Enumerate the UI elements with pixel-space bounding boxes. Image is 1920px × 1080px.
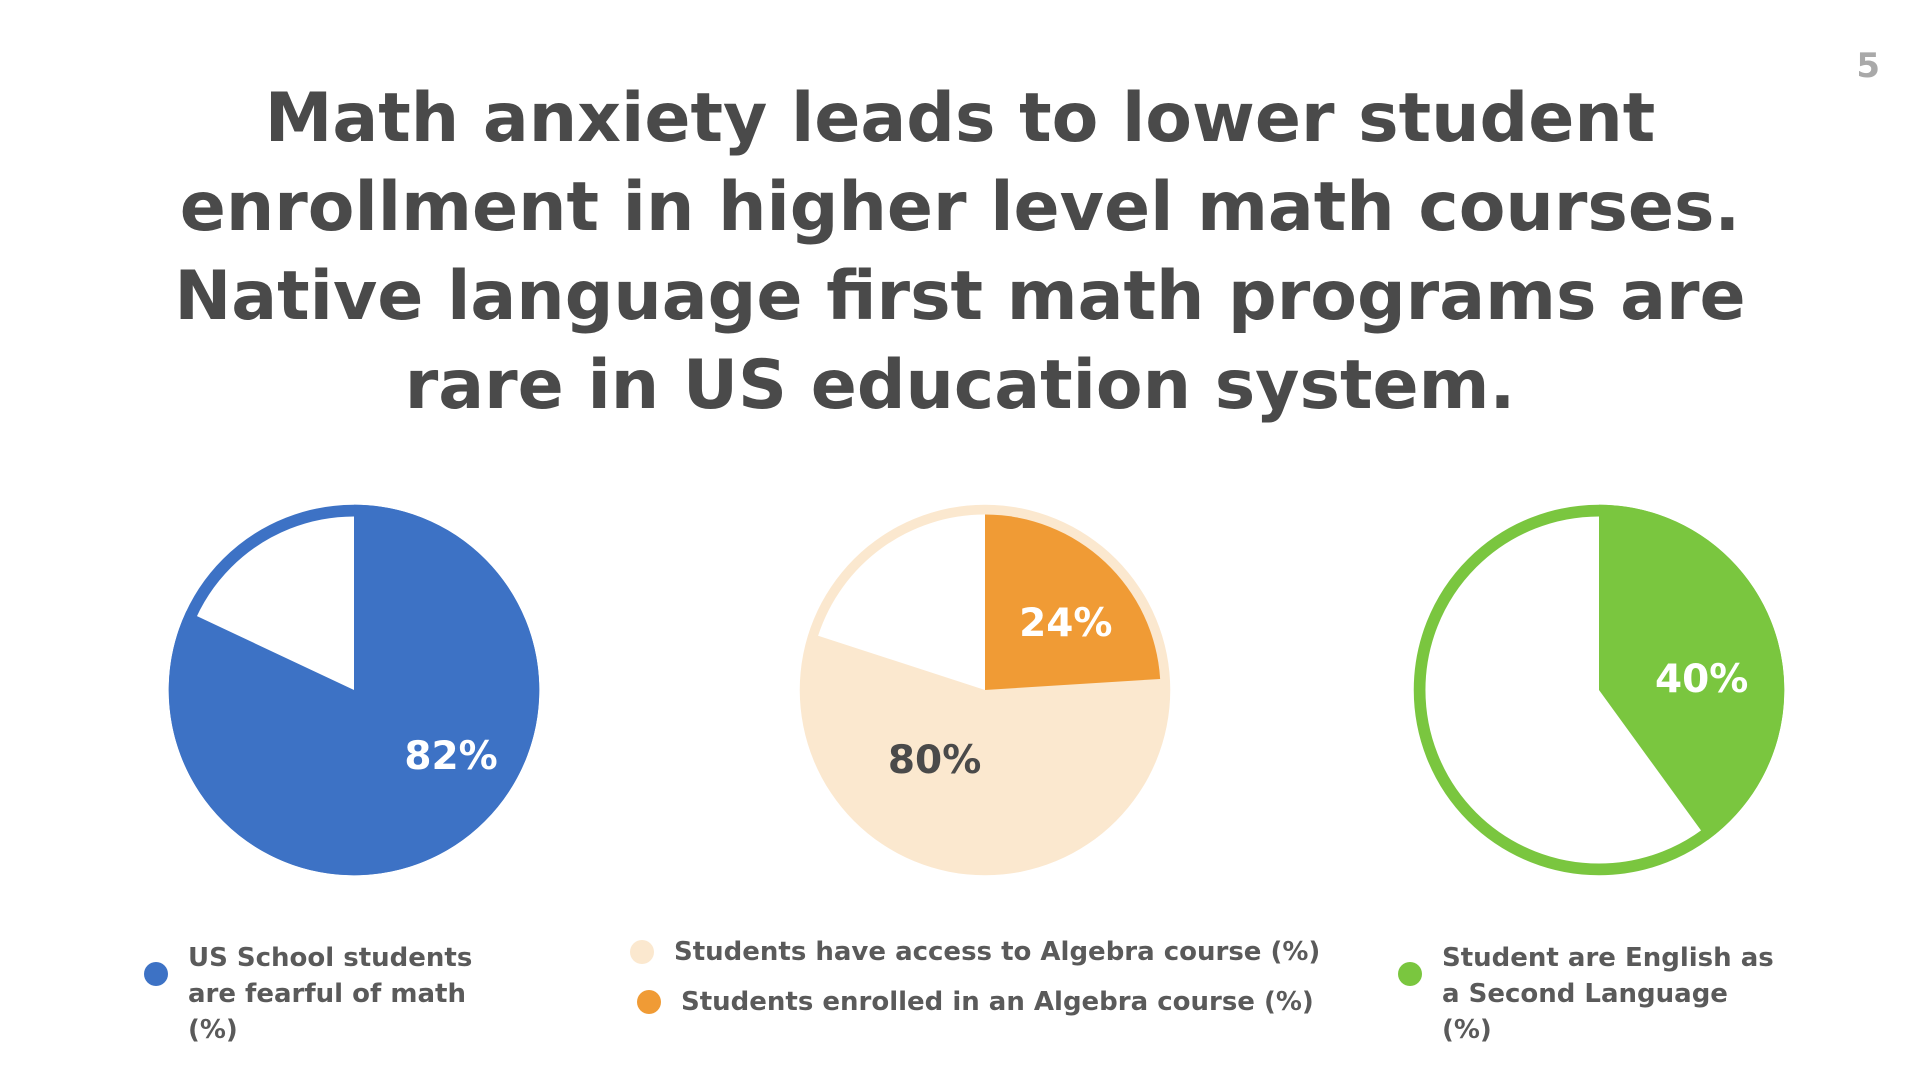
legend-dot-blue <box>144 962 168 986</box>
pie-chart-esl: 40% <box>1404 495 1794 885</box>
legend-fearful: US School students are fearful of math (… <box>144 940 524 1048</box>
legend-access: Students have access to Algebra course (… <box>630 934 1320 970</box>
legend-dot-green <box>1398 962 1422 986</box>
pie2-label-enrolled: 24% <box>1019 601 1112 646</box>
legend-enrolled: Students enrolled in an Algebra course (… <box>637 984 1314 1020</box>
page-number: 5 <box>1856 46 1880 86</box>
pie2-label-access: 80% <box>888 738 981 783</box>
title-line-1: Math anxiety leads to lower student <box>264 79 1656 158</box>
pie2-gap <box>818 514 985 690</box>
legend-label-access: Students have access to Algebra course (… <box>674 937 1321 967</box>
legend-dot-light-orange <box>630 940 654 964</box>
slide-title: Math anxiety leads to lower student enro… <box>160 74 1760 430</box>
legend-dot-orange <box>637 990 661 1014</box>
legend-label-enrolled: Students enrolled in an Algebra course (… <box>681 987 1314 1017</box>
pie-chart-algebra: 24% 80% <box>790 495 1180 885</box>
pie1-label-fearful: 82% <box>404 734 497 779</box>
title-line-4: rare in US education system. <box>404 346 1516 425</box>
legend-label-esl: Student are English as a Second Language… <box>1442 943 1774 1045</box>
pie3-label-esl: 40% <box>1655 657 1748 702</box>
title-line-2: enrollment in higher level math courses. <box>179 168 1741 247</box>
legend-label-fearful: US School students are fearful of math (… <box>188 943 473 1045</box>
title-line-3: Native language first math programs are <box>174 257 1746 336</box>
pie3-slice-esl <box>1599 504 1785 840</box>
pie2-slice-enrolled <box>985 514 1161 690</box>
pie-chart-fear-of-math: 82% <box>159 495 549 885</box>
legend-esl: Student are English as a Second Language… <box>1398 940 1778 1048</box>
pie1-slice-fearful <box>168 504 540 876</box>
